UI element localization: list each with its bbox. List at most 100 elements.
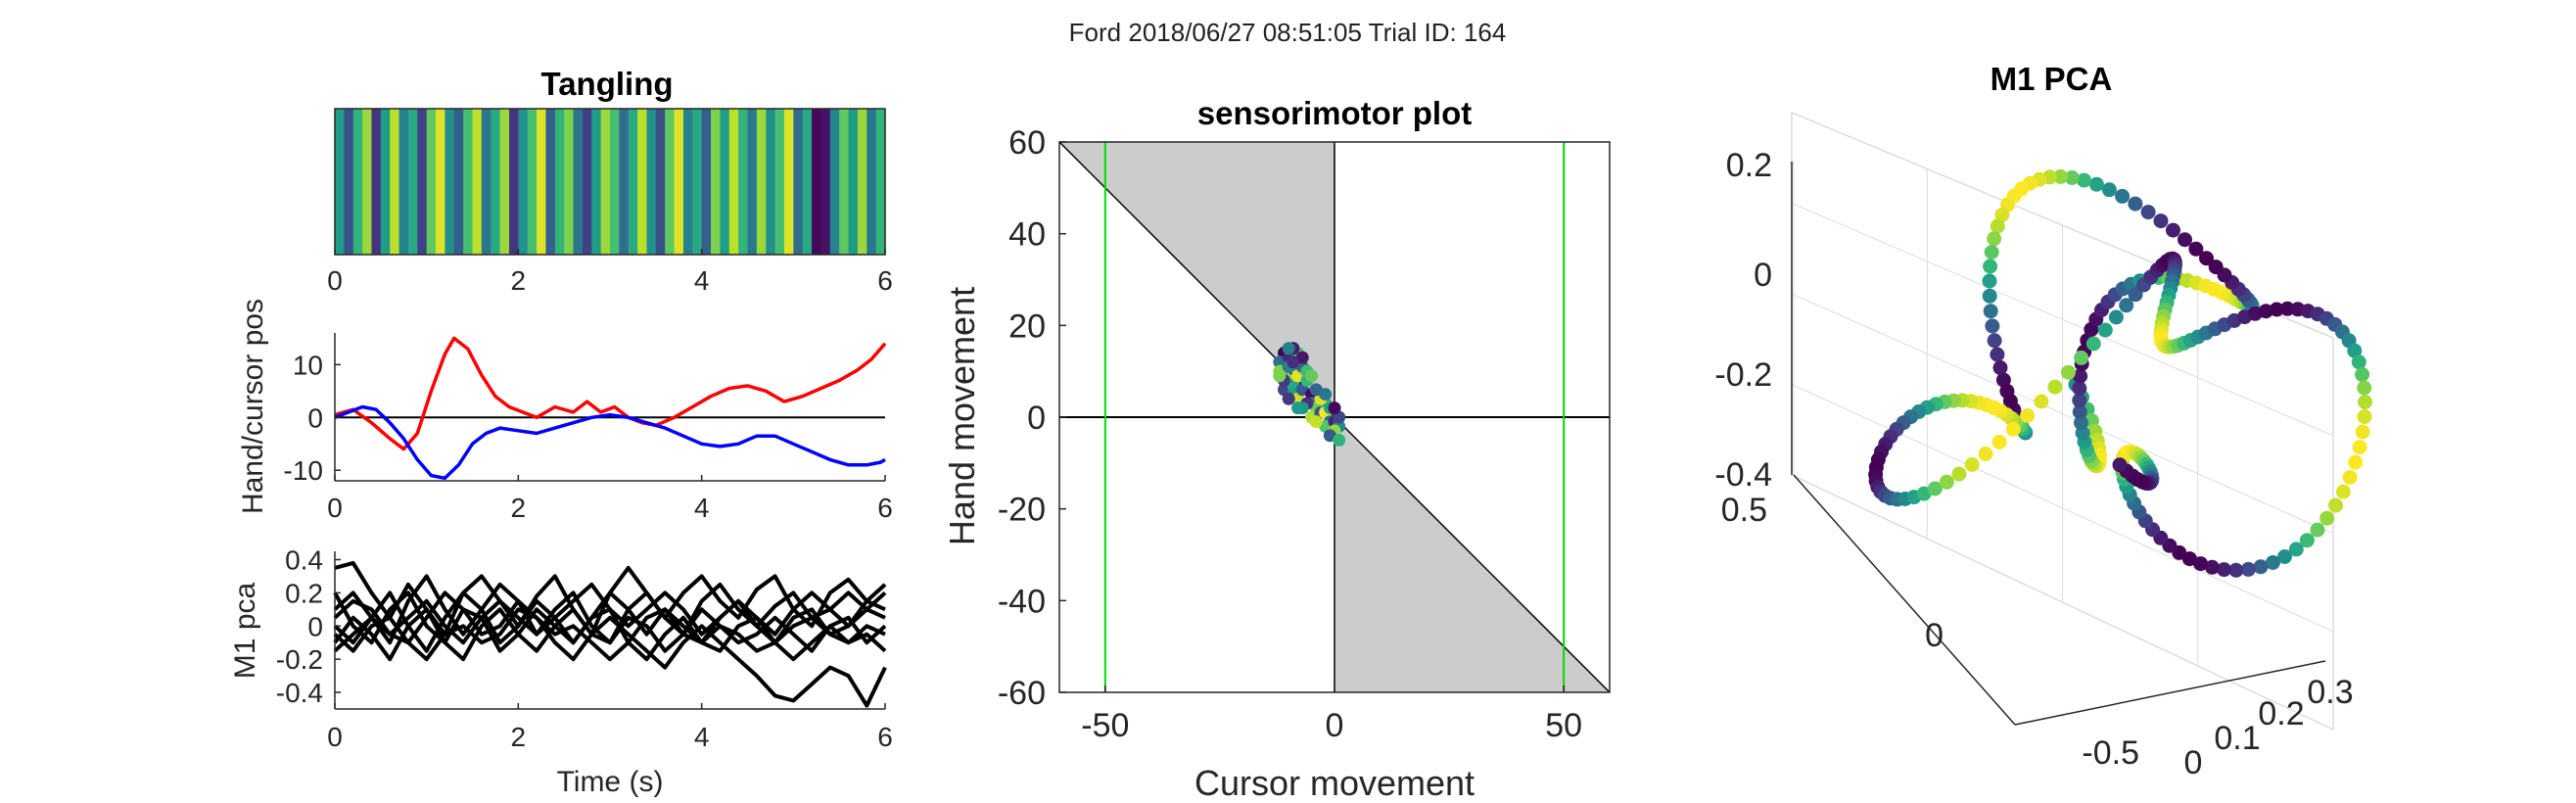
heatmap-cell xyxy=(518,109,529,255)
trajectory-point xyxy=(2061,364,2076,380)
heatmap-cell xyxy=(682,109,693,255)
m1pca3d-panel: M1 PCA 0.20-0.2-0.40.50-0.5 00.10.20.3 xyxy=(1714,61,2372,781)
heatmap-cell xyxy=(380,109,391,255)
heatmap-cell xyxy=(582,109,592,255)
heatmap-cell xyxy=(802,109,813,255)
y-tick-label: 0.2 xyxy=(285,578,323,608)
cursor-position-line xyxy=(334,404,886,481)
trajectory-point xyxy=(1995,372,2011,388)
heatmap-cell xyxy=(472,109,483,255)
y-tick-label: -40 xyxy=(998,583,1046,620)
tangling-frame xyxy=(334,108,886,256)
heatmap-cell xyxy=(344,109,354,255)
x-tick-label: 0 xyxy=(1326,707,1344,744)
heatmap-cell xyxy=(756,109,767,255)
x-tick-label: 0 xyxy=(327,722,343,752)
sensorimotor-panel: sensorimotor plot -50 0 50 60 40 20 0 -20 -40 -60… xyxy=(942,95,1611,803)
trajectory-point xyxy=(2128,287,2143,303)
trajectory-point xyxy=(2115,188,2131,204)
y-tick-label: 0.4 xyxy=(285,544,323,575)
trajectory-point xyxy=(1927,481,1943,496)
trajectory-point xyxy=(2288,542,2304,557)
heatmap-cell xyxy=(436,109,445,255)
trajectory-point xyxy=(2199,251,2214,266)
trajectory-point xyxy=(2188,241,2204,257)
heatmap-cell xyxy=(545,109,556,255)
trajectory-point xyxy=(2357,380,2372,396)
trajectory-point xyxy=(2253,559,2269,575)
heatmap-cell xyxy=(362,109,373,255)
sensorimotor-point xyxy=(1291,402,1305,415)
heatmap-cell xyxy=(866,109,877,255)
sensorimotor-ylabel: Hand movement xyxy=(942,287,982,545)
y-tick-label: 0 xyxy=(307,402,323,433)
sensorimotor-xlabel: Cursor movement xyxy=(1194,763,1475,803)
heatmap-cell xyxy=(665,109,676,255)
heatmap-cell xyxy=(766,109,776,255)
heatmap-cell xyxy=(820,109,831,255)
sensorimotor-point xyxy=(1309,415,1323,429)
z-tick-label: 0 xyxy=(1754,257,1772,294)
trajectory-point xyxy=(2074,350,2089,365)
heatmap-cell xyxy=(701,109,712,255)
x-tick-label: 6 xyxy=(877,265,893,296)
heatmap-cell xyxy=(527,109,538,255)
heatmap-cell xyxy=(371,109,382,255)
heatmap-cell xyxy=(352,109,363,255)
heatmap-cell xyxy=(573,109,584,255)
grid-line xyxy=(1791,293,2334,535)
trajectory-point xyxy=(2342,469,2358,485)
trajectory-point xyxy=(2204,559,2220,575)
trajectory-point xyxy=(2265,555,2280,570)
z-tick-label: -0.2 xyxy=(1714,356,1772,394)
trajectory-point xyxy=(2085,336,2101,352)
x-axis xyxy=(2014,660,2326,726)
heatmap-cell xyxy=(591,109,602,255)
heatmap-cell xyxy=(875,109,886,255)
sensorimotor-point xyxy=(1282,342,1295,355)
y-tick-label: 60 xyxy=(1008,124,1046,162)
trajectory-point xyxy=(2140,205,2156,220)
heatmap-cell xyxy=(463,109,474,255)
tangling-x-ticks: 0 2 4 6 xyxy=(327,249,893,296)
trajectory-point xyxy=(1985,318,2000,334)
trajectory-point xyxy=(2208,260,2224,275)
y-tick-label: -20 xyxy=(998,492,1046,529)
trajectory-point xyxy=(1987,231,2002,247)
trajectory-point xyxy=(2269,302,2284,317)
pca-component-line xyxy=(333,590,886,653)
heatmap-cell xyxy=(619,109,630,255)
sensorimotor-point xyxy=(1305,369,1319,383)
trajectory-point xyxy=(2088,176,2104,192)
heatmap-cell xyxy=(637,109,648,255)
trajectory-point xyxy=(1982,273,1997,289)
hand-position-line xyxy=(334,336,887,451)
heatmap-cell xyxy=(453,109,464,255)
heatmap-cell xyxy=(848,109,859,255)
handcursor-ylabel: Hand/cursor pos xyxy=(237,299,269,514)
trajectory-point xyxy=(2355,424,2370,440)
trajectory-point xyxy=(2258,304,2273,319)
figure-suptitle: Ford 2018/06/27 08:51:05 Trial ID: 164 xyxy=(1069,18,1507,47)
trajectory-point xyxy=(2355,366,2370,382)
y-axis xyxy=(1793,474,2016,726)
heatmap-cell xyxy=(674,109,684,255)
m1pca3d-box xyxy=(1791,111,2334,732)
heatmap-cell xyxy=(407,109,418,255)
trajectory-point xyxy=(2347,343,2363,358)
sensorimotor-title: sensorimotor plot xyxy=(1197,95,1473,131)
heatmap-cell xyxy=(481,109,492,255)
trajectory-point xyxy=(2119,298,2134,313)
trajectory-point xyxy=(2299,533,2315,548)
y-tick-label: -0.5 xyxy=(2082,734,2139,772)
pca-component-line xyxy=(333,607,887,662)
trajectory-point xyxy=(2328,497,2343,513)
trajectory-point xyxy=(2020,407,2036,423)
trajectory-point xyxy=(1939,474,1954,490)
heatmap-cell xyxy=(554,109,565,255)
sensorimotor-point xyxy=(1319,388,1333,402)
sensorimotor-point xyxy=(1282,392,1295,405)
x-tick-label: 4 xyxy=(694,265,710,296)
heatmap-cell xyxy=(398,109,409,255)
heatmap-cell xyxy=(857,109,867,255)
